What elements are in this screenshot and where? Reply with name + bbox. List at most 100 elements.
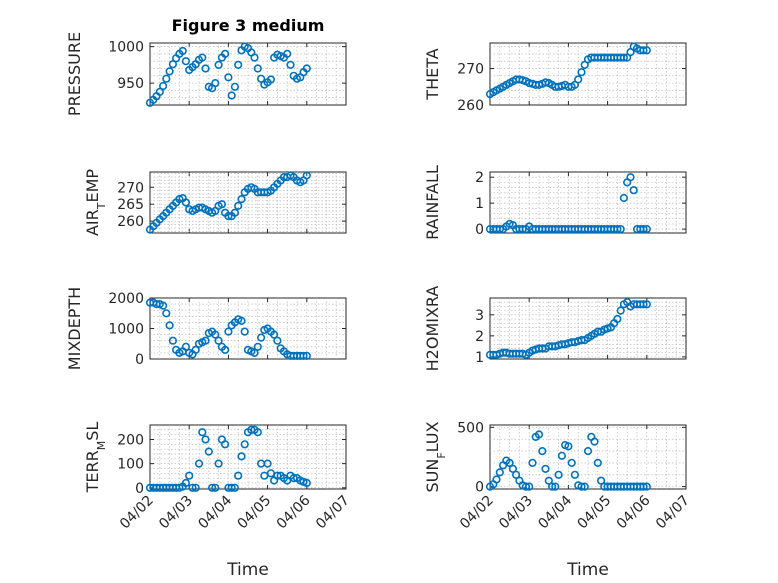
data-point — [181, 198, 190, 207]
data-point — [302, 351, 311, 361]
x-tick-label: 04/02 — [117, 493, 157, 533]
y-tick-label: 1000 — [108, 322, 144, 338]
data-point — [257, 333, 266, 342]
data-point — [538, 447, 547, 456]
data-point — [270, 330, 279, 339]
data-point — [221, 440, 230, 449]
y-axis-label: PRESSURE — [65, 32, 84, 116]
data-point — [619, 193, 629, 203]
data-point — [240, 327, 249, 336]
data-point — [253, 428, 262, 437]
data-point — [505, 458, 514, 468]
data-point — [619, 53, 629, 62]
x-tick-label: 04/07 — [653, 493, 693, 533]
y-tick-label: 1000 — [108, 40, 144, 56]
data-point — [214, 60, 223, 70]
x-tick-label: 04/07 — [313, 493, 353, 533]
data-point — [214, 459, 223, 468]
data-point — [211, 78, 220, 88]
data-point — [159, 81, 168, 91]
data-point — [191, 483, 200, 492]
data-point — [551, 482, 560, 491]
x-tick-label: 04/03 — [156, 493, 196, 533]
data-point — [525, 482, 534, 491]
data-point — [230, 208, 239, 217]
data-point — [495, 225, 504, 234]
data-point — [253, 64, 262, 73]
y-tick-label: 0 — [475, 480, 484, 496]
data-point — [564, 442, 573, 451]
y-tick-label: 265 — [117, 197, 144, 213]
data-point — [583, 447, 593, 456]
y-tick-label: 1 — [475, 350, 484, 366]
subplot-1: 950 1000 PRESSURE Figure 3 medium — [65, 16, 347, 116]
data-point — [201, 435, 210, 444]
data-point — [237, 195, 246, 204]
x-tick-label: 04/04 — [535, 492, 575, 532]
y-axis-label: AIRTEMP — [83, 169, 108, 236]
chart-title: Figure 3 medium — [172, 16, 325, 35]
data-point — [191, 345, 200, 355]
data-point — [596, 476, 606, 485]
data-point — [508, 464, 518, 474]
data-point — [299, 351, 308, 361]
data-point — [567, 458, 576, 468]
data-point — [642, 46, 651, 55]
subplot-6: 1 2 3 H2OMIXRA — [423, 286, 687, 372]
data-point — [511, 470, 521, 479]
y-tick-label: 200 — [117, 432, 144, 448]
data-point — [227, 483, 236, 492]
data-point — [230, 82, 239, 91]
y-axis-label: RAINFALL — [423, 165, 442, 240]
data-point — [547, 482, 557, 491]
x-tick-label: 04/05 — [575, 493, 615, 533]
subplot-4: 0 1 2 RAINFALL — [423, 165, 687, 240]
axes-box — [489, 297, 687, 360]
data-point — [518, 225, 527, 234]
y-tick-label: 270 — [117, 180, 144, 196]
data-point — [234, 60, 243, 70]
data-point — [165, 321, 174, 330]
data-point — [185, 471, 194, 480]
y-tick-label: 0 — [135, 352, 144, 368]
data-point — [237, 316, 246, 326]
data-point — [590, 437, 599, 446]
data-point — [534, 430, 544, 439]
data-point — [639, 46, 648, 55]
y-tick-label: 0 — [135, 481, 144, 497]
y-tick-label: 260 — [117, 214, 144, 230]
data-point — [181, 342, 190, 351]
data-point — [616, 225, 625, 234]
y-tick-label: 1 — [475, 196, 484, 212]
data-point — [181, 57, 190, 66]
data-point — [613, 314, 622, 324]
data-point — [286, 60, 295, 70]
subplot-8: 0 500 04/02 04/03 04/04 04/05 04/06 04/07 SUNFLU… — [423, 420, 693, 580]
data-point — [162, 309, 171, 318]
data-point — [613, 225, 622, 234]
y-axis-label: H2OMIXRA — [423, 286, 442, 372]
data-point — [253, 342, 262, 351]
y-tick-label: 270 — [457, 62, 484, 78]
data-point — [234, 471, 243, 480]
y-axis-label: TERRMSL — [83, 422, 108, 494]
x-tick-label: 04/03 — [496, 493, 536, 533]
y-tick-label: 2 — [475, 170, 484, 186]
y-tick-label: 2000 — [108, 291, 144, 307]
data-point — [626, 173, 635, 182]
data-point — [266, 75, 276, 84]
data-point — [283, 49, 292, 59]
data-point — [639, 300, 648, 309]
data-point — [263, 459, 272, 468]
y-tick-label: 100 — [117, 457, 144, 473]
data-point — [188, 483, 197, 492]
data-point — [194, 459, 204, 468]
data-point — [221, 345, 230, 355]
data-point — [302, 171, 311, 180]
data-point — [629, 186, 638, 195]
data-point — [521, 482, 531, 491]
data-point — [181, 478, 190, 488]
subplot-2: 260 270 THETA — [423, 42, 687, 114]
data-point — [492, 475, 501, 484]
